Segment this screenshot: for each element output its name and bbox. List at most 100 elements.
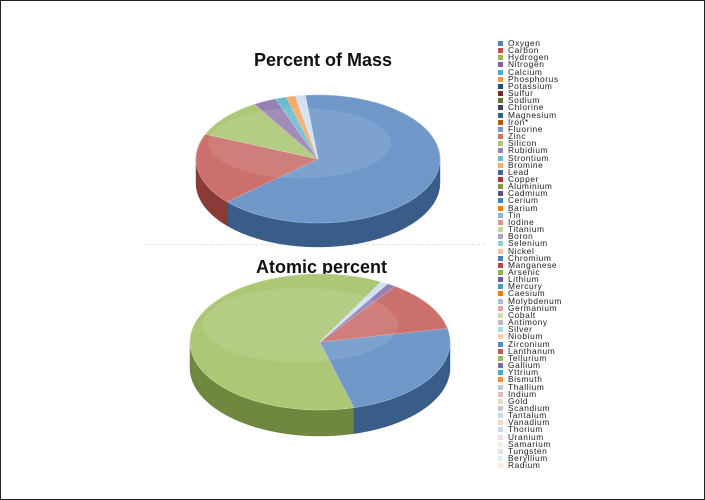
legend-swatch [498,98,503,104]
legend-swatch [498,291,503,297]
legend-item: Hydrogen [498,53,698,62]
pie-slice [189,273,382,411]
legend-swatch [498,219,503,225]
legend-item: Bismuth [498,374,698,385]
legend-item: Strontium [498,152,698,163]
legend-swatch [498,234,503,240]
legend-label: Nickel [508,245,535,256]
legend-label: Magnesium [508,109,557,120]
legend-item: Bromine [498,159,698,170]
legend-item: Zinc [498,131,698,142]
legend-swatch [498,134,503,140]
pie-slice [254,98,319,160]
pie-atomic-percent [189,273,451,437]
pie-slice [318,286,448,343]
legend-label: Cerium [508,195,539,206]
legend-item: Gold [498,395,698,406]
pie-slice [319,328,451,408]
legend-label: Uranium [508,431,544,442]
legend-label: Germanium [508,302,558,313]
legend-label: Rubidium [508,145,549,156]
legend-label: Chlorine [508,102,544,113]
legend-item: Carbon [498,46,698,54]
legend-label: Selenium [508,238,548,249]
legend-label: Copper [508,173,540,184]
legend-item: Tungsten [498,447,698,455]
pie-slice [294,95,319,160]
legend-label: Potassium [508,80,553,91]
legend-swatch [498,320,503,326]
legend-label: Silicon [508,138,537,149]
legend-swatch [498,119,503,125]
legend-item: Magnesium [498,109,698,120]
legend-item: Thorium [498,425,698,434]
legend-label: Strontium [508,152,550,163]
legend-swatch [498,370,503,376]
legend-swatch [498,105,503,111]
legend-item: Caesium [498,288,698,299]
legend-swatch [498,112,503,118]
legend-item: Indium [498,388,698,399]
legend-swatch [498,255,503,261]
pie-highlight [208,107,392,179]
legend-swatch [498,377,503,383]
legend-item: Niobium [498,331,698,342]
legend-item: Zirconium [498,338,698,349]
legend-swatch [498,284,503,290]
legend-label: Aluminium [508,181,553,192]
legend-label: Tin [508,209,522,220]
legend-label: Cadmium [508,188,549,199]
legend-item: Aluminium [498,181,698,192]
legend-item: Germanium [498,302,698,313]
legend-label: Radium [508,460,541,471]
legend-label: Indium [508,388,537,399]
legend-swatch [498,62,503,68]
legend-item: Copper [498,173,698,184]
atomic-chart-title: Atomic percent [256,257,388,277]
legend-item: Silicon [498,138,698,149]
legend-item: Sodium [498,96,698,104]
legend-swatch [498,176,503,182]
legend-item: Samarium [498,440,698,448]
legend-label: Bromine [508,159,544,170]
legend-label: Bismuth [508,374,543,385]
legend-swatch [498,384,503,390]
legend-item: Phosphorus [498,75,698,83]
legend-swatch [498,198,503,204]
legend-item: Lanthanum [498,347,698,355]
legend-label: Zinc [508,131,527,142]
legend-item: Mercury [498,282,698,291]
pie-percent-of-mass [195,94,441,248]
legend-label: Niobium [508,331,543,342]
legend-item: Nickel [498,245,698,256]
legend-swatch [498,169,503,175]
legend-swatch [498,76,503,82]
legend-swatch [498,262,503,268]
legend-swatch [498,212,503,218]
legend-label: Yttrium [508,367,539,378]
legend-swatch [498,327,503,333]
legend-label: Thallium [508,381,545,392]
legend-label: Zirconium [508,338,551,349]
legend-swatch [498,456,503,462]
legend-label: Boron [508,231,534,242]
legend-swatch [498,191,503,197]
legend-label: Gold [508,395,529,406]
legend-item: Radium [498,460,698,471]
legend-swatch [498,41,503,46]
legend-label: Titanium [508,224,545,235]
legend-label: Scandium [508,402,551,413]
legend-item: Uranium [498,431,698,442]
legend-swatch [498,463,503,469]
legend-swatch [498,248,503,254]
legend-swatch [498,413,503,419]
legend-swatch [498,241,503,247]
legend-label: Caesium [508,288,546,299]
legend-swatch [498,441,503,447]
legend-item: Selenium [498,238,698,249]
legend-swatch [498,355,503,361]
legend-label: Antimony [508,317,548,328]
legend-swatch [498,227,503,233]
legend-label: Calcium [508,66,543,77]
